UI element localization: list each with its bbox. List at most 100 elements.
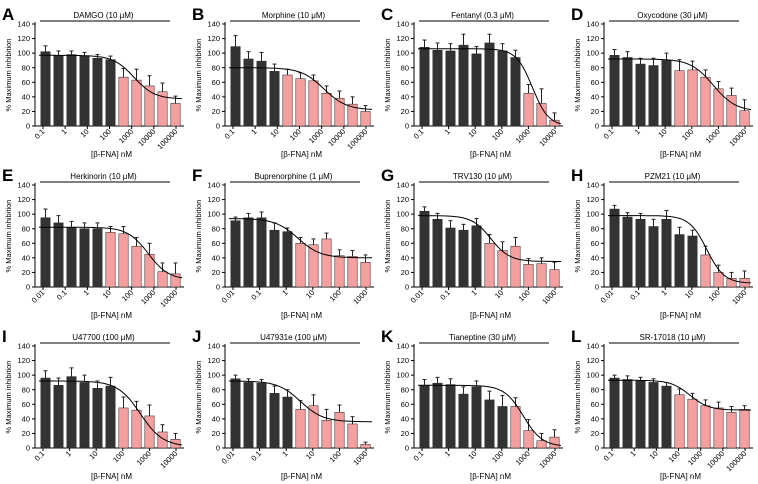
y-tick-label: 140	[396, 181, 409, 190]
y-tick-label: 60	[22, 400, 30, 409]
x-tick-label: 1000	[117, 127, 135, 145]
y-axis-label: % Maximum inhibition	[383, 200, 392, 273]
y-tick-label: 120	[586, 195, 599, 204]
x-tick-label: 1000	[730, 288, 748, 306]
bar	[269, 393, 280, 449]
bar	[713, 272, 724, 288]
fit-curve	[608, 215, 752, 284]
panel-letter: C	[381, 5, 393, 24]
bar	[458, 44, 469, 127]
bar	[256, 382, 267, 449]
y-tick-label: 0	[595, 283, 599, 292]
panel-letter: E	[2, 166, 13, 185]
x-tick-label: 100	[98, 127, 113, 142]
y-tick-label: 0	[26, 444, 30, 453]
bar	[118, 233, 129, 288]
bar	[549, 436, 560, 449]
bar	[282, 74, 293, 127]
bar	[713, 407, 724, 449]
bar	[648, 226, 659, 288]
panel-title: Morphine (10 μM)	[262, 11, 326, 20]
y-tick-label: 60	[212, 239, 220, 248]
panel-e: E Herkinorin (10 μM) % Maximum inhibition 0…	[2, 166, 184, 320]
y-tick-label: 0	[26, 283, 30, 292]
bar	[609, 208, 620, 288]
y-axis-label: % Maximum inhibition	[4, 200, 13, 273]
bar	[536, 440, 547, 449]
panel-letter: A	[2, 5, 14, 24]
x-tick-label: 1	[64, 449, 73, 458]
bar	[687, 398, 698, 449]
y-axis-label: % Maximum inhibition	[383, 39, 392, 112]
y-tick-label: 140	[586, 20, 599, 29]
bar	[648, 382, 659, 449]
x-axis-label: [β-FNA] nM	[470, 150, 511, 159]
fit-curve	[229, 218, 372, 259]
y-axis-label: % Maximum inhibition	[194, 200, 203, 273]
y-tick-label: 40	[22, 92, 30, 101]
x-tick-label: 10000	[158, 288, 179, 309]
x-tick-label: 0.01	[409, 288, 426, 305]
bar	[170, 103, 181, 127]
y-tick-label: 0	[216, 444, 220, 453]
bar	[609, 377, 620, 449]
x-tick-label: 10	[647, 449, 659, 461]
x-tick-label: 100000	[345, 127, 369, 151]
y-tick-label: 80	[22, 224, 30, 233]
y-tick-label: 100	[207, 49, 220, 58]
x-tick-label: 1	[443, 127, 452, 136]
bar	[739, 409, 750, 449]
y-tick-label: 140	[207, 20, 220, 29]
bar	[40, 377, 51, 449]
bar	[432, 218, 443, 288]
bar	[510, 57, 521, 127]
bar	[295, 243, 306, 288]
y-tick-label: 20	[22, 429, 30, 438]
y-tick-label: 20	[591, 268, 599, 277]
x-tick-label: 1000	[704, 127, 722, 145]
panel-letter: K	[381, 327, 394, 346]
bar	[700, 405, 711, 449]
bar	[92, 57, 103, 127]
x-axis-label: [β-FNA] nM	[281, 311, 322, 320]
bar	[53, 55, 64, 127]
bar	[321, 92, 332, 127]
x-tick-label: 100	[680, 127, 695, 142]
fit-curve	[39, 54, 183, 100]
bar	[471, 225, 482, 288]
bar	[622, 216, 633, 288]
bar	[432, 382, 443, 449]
panel-letter: F	[192, 166, 202, 185]
x-tick-label: 10	[466, 449, 478, 461]
x-axis-label: [β-FNA] nM	[470, 472, 511, 481]
y-tick-label: 100	[586, 49, 599, 58]
y-tick-label: 140	[586, 342, 599, 351]
y-tick-label: 40	[22, 253, 30, 262]
bar	[510, 245, 521, 288]
bar	[622, 379, 633, 449]
x-tick-label: 100	[517, 288, 532, 303]
bar	[105, 59, 116, 127]
bar	[700, 254, 711, 288]
bar	[458, 393, 469, 449]
panel-g: G TRV130 (10 μM) % Maximum inhibition 0 20 40…	[381, 166, 563, 320]
y-tick-label: 80	[212, 224, 220, 233]
bar	[622, 57, 633, 127]
panel-a: A DAMGO (10 μM) % Maximum inhibition 0 20 40 6…	[2, 5, 184, 159]
y-tick-label: 60	[212, 400, 220, 409]
y-tick-label: 60	[401, 239, 409, 248]
fit-curve	[608, 379, 751, 411]
bar	[661, 60, 672, 127]
bar	[347, 256, 358, 288]
bar	[549, 269, 560, 288]
panel-title: PZM21 (10 μM)	[645, 172, 701, 181]
bar	[66, 227, 77, 288]
x-tick-label: 10	[268, 127, 280, 139]
x-axis-label: [β-FNA] nM	[281, 150, 322, 159]
x-tick-label: 1000	[351, 288, 369, 306]
bar	[230, 378, 241, 449]
panel-letter: J	[192, 327, 201, 346]
y-tick-label: 140	[17, 20, 30, 29]
y-tick-label: 40	[401, 414, 409, 423]
bar	[419, 385, 430, 449]
